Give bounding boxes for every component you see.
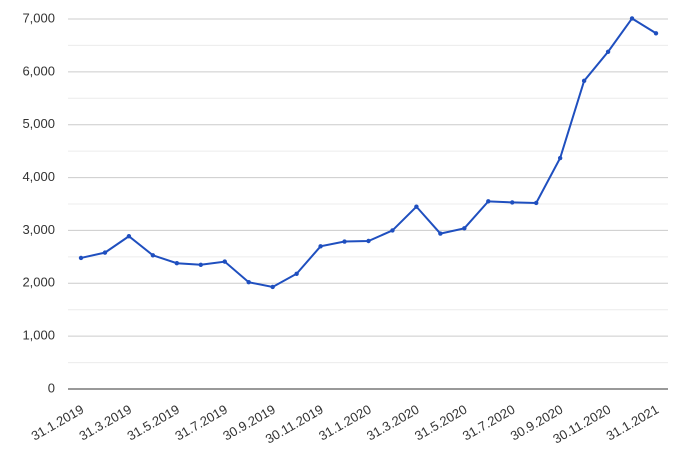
x-tick-label: 31.3.2019: [77, 402, 135, 444]
x-tick-label: 31.7.2020: [460, 402, 518, 444]
x-tick-label: 31.1.2021: [604, 402, 662, 444]
y-tick-label: 7,000: [22, 10, 55, 25]
point: [294, 271, 299, 276]
point: [557, 155, 563, 161]
y-tick-label: 6,000: [22, 63, 55, 78]
point: [246, 280, 251, 285]
y-tick-label: 0: [48, 380, 55, 395]
point: [605, 49, 611, 54]
y-tick-label: 5,000: [22, 116, 55, 131]
point: [342, 239, 347, 244]
point: [270, 284, 275, 290]
point: [126, 234, 132, 239]
point: [653, 31, 659, 36]
y-tick-label: 3,000: [22, 222, 55, 237]
x-tick-label: 31.1.2019: [29, 402, 87, 444]
point: [581, 78, 587, 84]
point: [438, 231, 443, 236]
point: [198, 262, 203, 267]
x-tick-label: 31.1.2020: [316, 402, 374, 444]
point: [150, 253, 156, 258]
x-tick-label: 31.3.2020: [364, 402, 422, 444]
point: [174, 261, 180, 266]
point: [510, 200, 515, 205]
y-tick-label: 2,000: [22, 275, 55, 290]
point: [390, 228, 395, 233]
point: [78, 255, 84, 261]
line: [80, 17, 657, 289]
x-tick-label: 31.7.2019: [172, 402, 230, 444]
point: [102, 250, 108, 255]
y-tick-label: 1,000: [22, 328, 55, 343]
point: [318, 244, 323, 249]
point: [414, 204, 419, 209]
point: [462, 226, 467, 231]
point: [534, 200, 539, 206]
point: [629, 16, 635, 21]
x-tick-label: 31.5.2019: [124, 402, 182, 444]
point: [486, 199, 491, 204]
x-tick-label: 31.5.2020: [412, 402, 470, 444]
y-tick-label: 4,000: [22, 169, 55, 184]
point: [366, 238, 371, 244]
point: [222, 259, 227, 264]
